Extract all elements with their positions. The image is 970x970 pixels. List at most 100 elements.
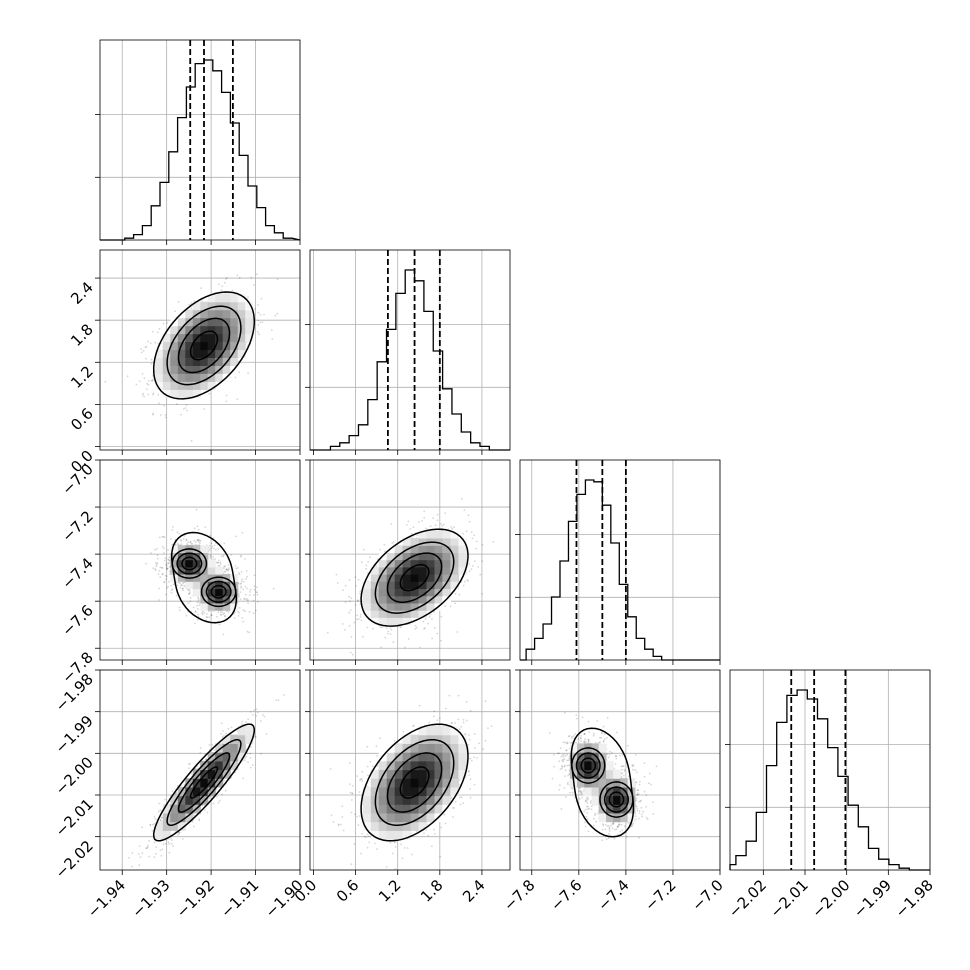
- density-cell: [200, 341, 209, 351]
- scatter-point: [170, 842, 173, 845]
- scatter-point: [223, 570, 226, 573]
- scatter-point: [240, 580, 243, 582]
- scatter-point: [252, 713, 254, 716]
- scatter-point: [361, 561, 363, 563]
- scatter-point: [184, 407, 187, 409]
- scatter-point: [201, 613, 204, 616]
- density-cell: [192, 588, 201, 597]
- density-cell: [155, 830, 164, 840]
- scatter-point: [244, 585, 247, 588]
- scatter-point: [172, 845, 175, 847]
- scatter-point: [218, 623, 221, 626]
- scatter-point: [199, 752, 202, 754]
- scatter-point: [412, 526, 415, 528]
- scatter-point: [209, 534, 212, 537]
- density-cell: [378, 595, 388, 604]
- scatter-point: [155, 852, 158, 855]
- scatter-point: [238, 276, 241, 279]
- scatter-point: [178, 532, 181, 535]
- density-cell: [192, 365, 201, 374]
- scatter-point: [241, 578, 244, 581]
- scatter-point: [461, 497, 463, 500]
- scatter-point: [176, 531, 179, 534]
- scatter-point: [254, 307, 256, 310]
- density-cell: [162, 365, 171, 374]
- scatter-point: [246, 576, 248, 578]
- density-cell: [192, 381, 201, 390]
- scatter-point: [164, 798, 167, 801]
- scatter-point: [237, 567, 239, 569]
- density-cell: [230, 325, 239, 335]
- density-cell: [177, 325, 186, 335]
- scatter-point: [362, 548, 365, 551]
- scatter-point: [170, 591, 173, 594]
- density-cell: [230, 317, 239, 327]
- scatter-point: [190, 302, 193, 304]
- scatter-point: [257, 319, 260, 322]
- scatter-point: [240, 585, 243, 588]
- scatter-point: [185, 404, 188, 406]
- density-cell: [200, 317, 209, 327]
- scatter-point: [152, 392, 155, 395]
- density-cell: [230, 349, 239, 358]
- scatter-point: [359, 613, 362, 616]
- scatter-point: [147, 393, 150, 396]
- scatter-point: [389, 633, 392, 635]
- scatter-point: [219, 563, 222, 565]
- scatter-point: [156, 557, 159, 560]
- scatter-point: [348, 600, 351, 603]
- scatter-point: [188, 303, 191, 306]
- scatter-point: [226, 276, 228, 279]
- density-cell: [458, 545, 467, 553]
- scatter-point: [203, 408, 206, 410]
- scatter-point: [195, 508, 198, 511]
- density-cell: [230, 743, 239, 753]
- scatter-point: [261, 321, 264, 323]
- scatter-point: [421, 519, 423, 522]
- scatter-point: [168, 580, 170, 583]
- density-cell: [215, 760, 224, 771]
- scatter-point: [181, 584, 183, 587]
- scatter-point: [428, 615, 431, 618]
- scatter-point: [208, 744, 211, 746]
- density-cell: [458, 552, 467, 561]
- density-cell: [245, 333, 254, 343]
- density-cell: [222, 309, 231, 319]
- scatter-point: [170, 589, 173, 592]
- scatter-point: [238, 595, 241, 598]
- density-cell: [450, 538, 459, 546]
- scatter-point: [256, 331, 259, 333]
- scatter-point: [194, 541, 197, 544]
- scatter-point: [215, 548, 217, 551]
- scatter-point: [142, 392, 145, 395]
- scatter-point: [456, 631, 459, 633]
- scatter-point: [189, 600, 192, 603]
- scatter-point: [256, 711, 259, 714]
- scatter-point: [167, 559, 170, 561]
- density-cell: [207, 317, 216, 327]
- density-cell: [200, 309, 209, 319]
- scatter-point: [153, 841, 156, 844]
- scatter-point: [218, 565, 221, 567]
- scatter-point: [272, 587, 275, 590]
- scatter-panel-1-0: [95, 249, 301, 455]
- density-cell: [177, 365, 186, 374]
- density-cell: [402, 581, 412, 590]
- density-contour: [152, 291, 256, 400]
- scatter-point: [336, 582, 339, 584]
- scatter-point: [434, 524, 437, 527]
- scatter-point: [252, 599, 255, 602]
- density-cell: [402, 602, 412, 611]
- scatter-point: [194, 611, 197, 613]
- density-cell: [386, 617, 396, 626]
- scatter-point: [249, 752, 252, 755]
- density-cell: [170, 812, 179, 823]
- scatter-point: [150, 552, 152, 555]
- density-cell: [215, 566, 224, 575]
- scatter-point: [449, 605, 452, 608]
- scatter-point: [468, 774, 470, 776]
- scatter-point: [479, 573, 482, 576]
- scatter-point: [200, 287, 202, 289]
- density-cell: [442, 530, 451, 539]
- scatter-point: [192, 825, 195, 828]
